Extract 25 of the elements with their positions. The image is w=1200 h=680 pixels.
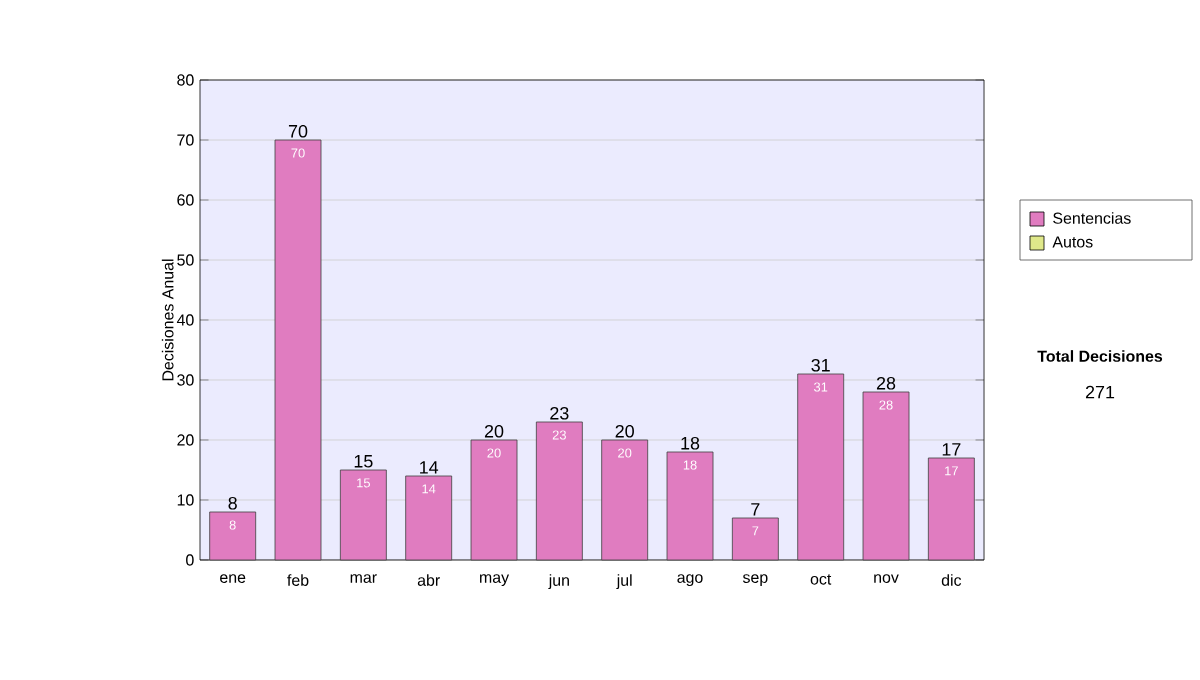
- total-label: 23: [550, 406, 569, 420]
- total-label: 18: [681, 436, 700, 450]
- bar: [339, 469, 387, 561]
- bar: [535, 421, 583, 561]
- total-label: 7: [751, 503, 760, 516]
- total-label: 15: [354, 455, 373, 468]
- bar: [209, 511, 257, 561]
- total-label: 31: [811, 358, 830, 372]
- total-label: 28: [876, 376, 896, 390]
- total-label: 20: [615, 424, 634, 438]
- total-label: 8: [228, 496, 237, 510]
- total-label: 17: [942, 443, 961, 456]
- bar: [601, 439, 649, 561]
- bar: [797, 373, 845, 561]
- bar: [405, 475, 453, 561]
- total-label: 14: [420, 461, 439, 474]
- bar: [927, 457, 975, 561]
- bar: [731, 517, 779, 561]
- bar: [470, 439, 518, 561]
- bar: [666, 451, 714, 561]
- text: 271: [1085, 385, 1115, 399]
- bar: [862, 391, 910, 561]
- bar: [274, 139, 322, 561]
- total-label: 20: [484, 424, 504, 438]
- total-label: 70: [288, 124, 308, 138]
